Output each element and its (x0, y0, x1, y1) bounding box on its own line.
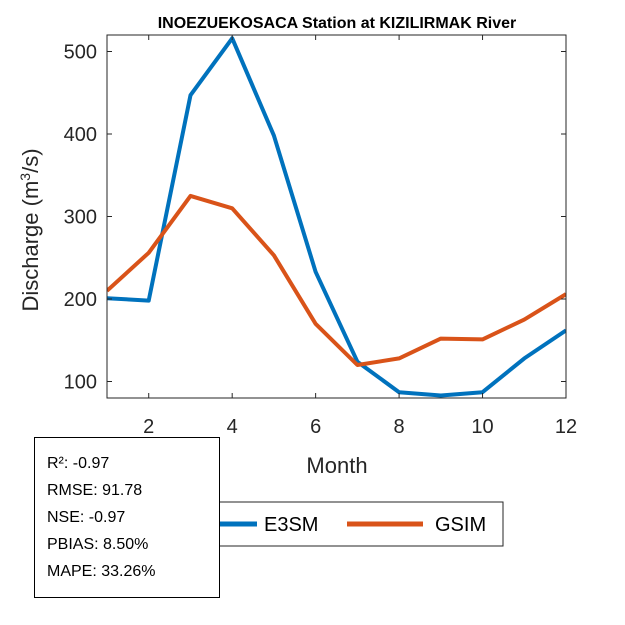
legend-label-e3sm: E3SM (264, 514, 318, 536)
chart-title: INOEZUEKOSACA Station at KIZILIRMAK Rive… (158, 15, 517, 32)
stat-r2: R²: -0.97 (47, 455, 110, 472)
y-tick-label: 500 (64, 42, 97, 64)
x-tick-label: 12 (555, 416, 577, 438)
series-line-gsim (107, 193, 566, 367)
y-tick-label: 100 (64, 372, 97, 394)
x-axis: 2 4 6 8 10 12 (143, 35, 577, 438)
plot-content (107, 36, 566, 398)
x-tick-label: 4 (227, 416, 238, 438)
y-tick-label: 400 (64, 124, 97, 146)
legend: E3SM GSIM (204, 501, 504, 547)
stat-mape: MAPE: 33.26% (47, 563, 156, 580)
series-line-e3sm (107, 36, 566, 398)
legend-label-gsim: GSIM (435, 514, 486, 536)
y-tick-label: 300 (64, 207, 97, 229)
stat-rmse: RMSE: 91.78 (47, 482, 143, 499)
x-tick-label: 6 (310, 416, 321, 438)
y-axis-label: Discharge (m3/s) (17, 148, 43, 311)
stat-pbias: PBIAS: 8.50% (47, 536, 149, 553)
x-axis-label: Month (306, 453, 367, 478)
stats-box: R²: -0.97 RMSE: 91.78 NSE: -0.97 PBIAS: … (34, 437, 220, 598)
x-tick-label: 2 (143, 416, 154, 438)
x-tick-label: 8 (394, 416, 405, 438)
stat-nse: NSE: -0.97 (47, 509, 126, 526)
y-axis: 100 200 300 400 500 (64, 42, 566, 394)
y-tick-label: 200 (64, 289, 97, 311)
x-tick-label: 10 (471, 416, 493, 438)
